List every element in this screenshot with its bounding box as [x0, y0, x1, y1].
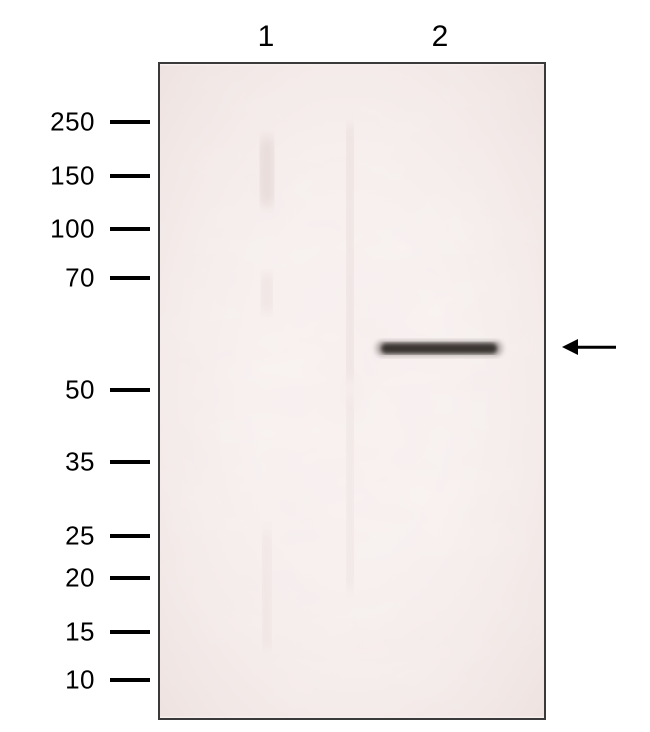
blot-membrane: [158, 62, 546, 720]
mw-tick: [110, 276, 150, 280]
arrow-line: [576, 346, 616, 349]
band-arrow-icon: [562, 339, 616, 355]
mw-label: 70: [65, 263, 95, 294]
mw-label: 25: [65, 521, 95, 552]
mw-tick: [110, 460, 150, 464]
blot-svg: [160, 64, 544, 718]
mw-label: 20: [65, 563, 95, 594]
mw-label: 250: [50, 107, 95, 138]
mw-tick: [110, 534, 150, 538]
lane-label-2: 2: [432, 20, 449, 54]
mw-tick: [110, 120, 150, 124]
mw-label: 150: [50, 161, 95, 192]
mw-label: 35: [65, 447, 95, 478]
mw-tick: [110, 388, 150, 392]
band-lane2: [381, 343, 498, 354]
mw-label: 100: [50, 214, 95, 245]
lane-label-1: 1: [258, 20, 275, 54]
mw-label: 10: [65, 665, 95, 696]
figure-stage: 1 2 250 150 100 70 50 35 25 20 15 10: [0, 0, 650, 732]
mw-tick: [110, 174, 150, 178]
mw-label: 15: [65, 617, 95, 648]
mw-tick: [110, 630, 150, 634]
mw-tick: [110, 678, 150, 682]
mw-label: 50: [65, 375, 95, 406]
mw-tick: [110, 227, 150, 231]
mw-tick: [110, 576, 150, 580]
